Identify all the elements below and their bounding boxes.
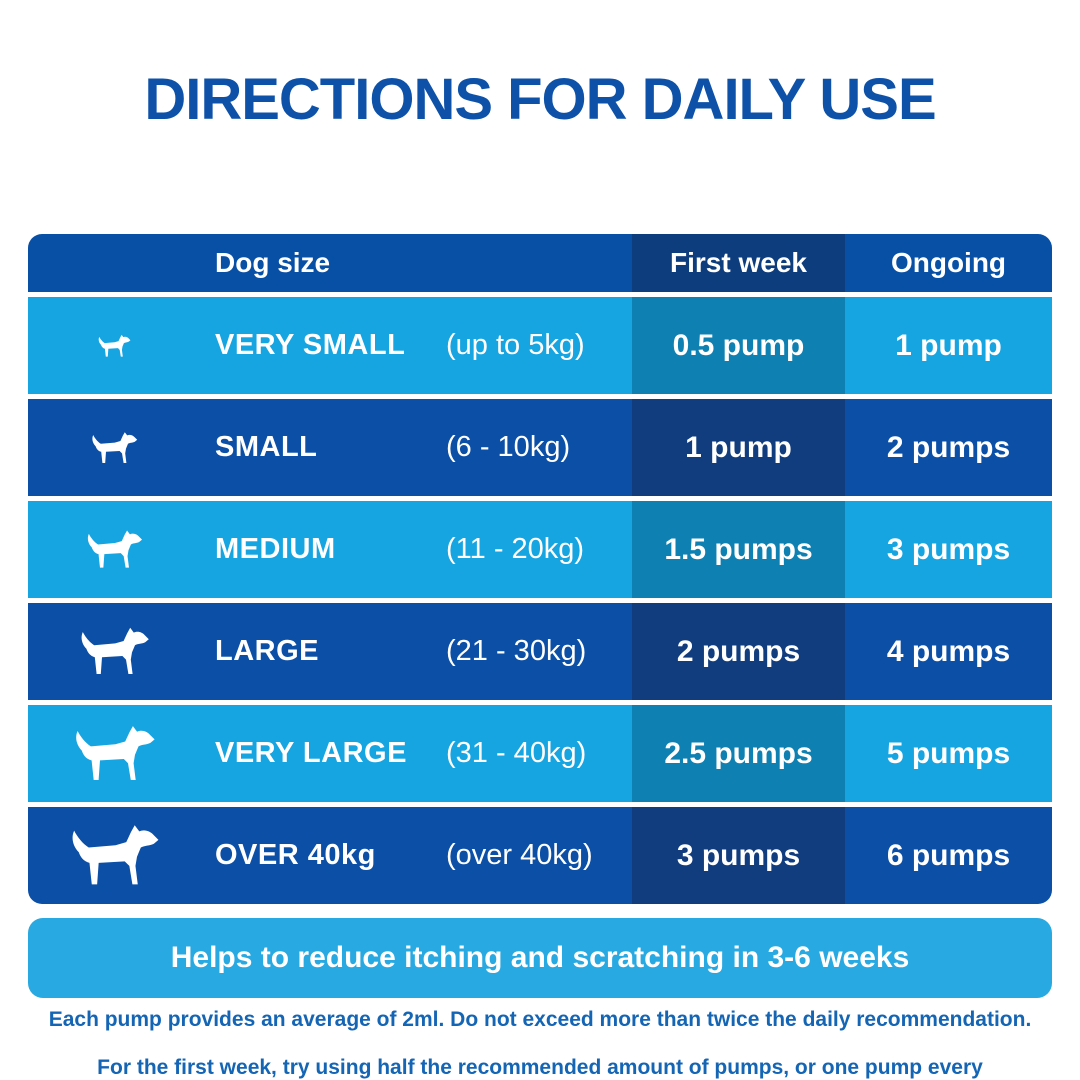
ongoing-value: 6 pumps	[886, 838, 1011, 872]
weight-range-label: (21 - 30kg)	[446, 635, 587, 667]
table-row-medium: MEDIUM (11 - 20kg) 1.5 pumps 3 pumps	[28, 501, 1052, 598]
weight-range-label: (over 40kg)	[446, 839, 593, 871]
dog-over-40kg-icon	[68, 823, 160, 887]
header-first-week: First week	[632, 234, 845, 292]
table-row-large: LARGE (21 - 30kg) 2 pumps 4 pumps	[28, 603, 1052, 700]
ongoing-value: 2 pumps	[886, 430, 1011, 464]
dog-size-label: LARGE	[215, 635, 319, 667]
dog-small-icon	[90, 431, 138, 465]
first-week-value: 0.5 pump	[632, 297, 845, 394]
first-week-value: 3 pumps	[632, 807, 845, 904]
page-title: DIRECTIONS FOR DAILY USE	[144, 67, 936, 132]
ongoing-value: 5 pumps	[886, 736, 1011, 770]
dog-size-label: VERY SMALL	[215, 329, 406, 361]
dog-icon-cell	[28, 297, 200, 394]
ongoing-value: 1 pump	[895, 328, 1002, 362]
benefit-banner: Helps to reduce itching and scratching i…	[28, 918, 1052, 998]
first-week-value: 1 pump	[632, 399, 845, 496]
weight-range-label: (up to 5kg)	[446, 329, 585, 361]
dog-icon-cell	[28, 705, 200, 802]
table-header-row: Dog size First week Ongoing	[28, 234, 1052, 292]
dog-size-label: VERY LARGE	[215, 737, 407, 769]
header-dog-size: Dog size	[215, 247, 331, 278]
first-week-value: 1.5 pumps	[632, 501, 845, 598]
footnote-first-week-advice: For the first week, try using half the r…	[97, 1056, 983, 1079]
dog-icon-cell	[28, 807, 200, 904]
dog-size-label: OVER 40kg	[215, 839, 376, 871]
dog-medium-icon	[85, 529, 143, 570]
table-row-very-small: VERY SMALL (up to 5kg) 0.5 pump 1 pump	[28, 297, 1052, 394]
weight-range-label: (11 - 20kg)	[446, 533, 585, 565]
first-week-value: 2 pumps	[632, 603, 845, 700]
dog-icon-cell	[28, 399, 200, 496]
ongoing-value: 4 pumps	[886, 634, 1011, 668]
table-row-over-40kg: OVER 40kg (over 40kg) 3 pumps 6 pumps	[28, 807, 1052, 904]
weight-range-label: (31 - 40kg)	[446, 737, 587, 769]
dog-icon-cell	[28, 603, 200, 700]
table-row-very-large: VERY LARGE (31 - 40kg) 2.5 pumps 5 pumps	[28, 705, 1052, 802]
dog-very-small-icon	[97, 334, 131, 358]
ongoing-value: 3 pumps	[886, 532, 1011, 566]
dog-size-label: SMALL	[215, 431, 318, 463]
first-week-value: 2.5 pumps	[632, 705, 845, 802]
table-row-small: SMALL (6 - 10kg) 1 pump 2 pumps	[28, 399, 1052, 496]
dog-very-large-icon	[72, 724, 156, 783]
dosage-table: Dog size First week Ongoing VERY SMALL (…	[28, 234, 1052, 904]
dog-large-icon	[78, 626, 150, 676]
dog-icon-cell	[28, 501, 200, 598]
dog-size-label: MEDIUM	[215, 533, 336, 565]
weight-range-label: (6 - 10kg)	[446, 431, 571, 463]
footnote-pump-volume: Each pump provides an average of 2ml. Do…	[48, 1008, 1032, 1031]
header-ongoing: Ongoing	[890, 247, 1007, 278]
directions-infographic: DIRECTIONS FOR DAILY USE Dog size First …	[0, 66, 1080, 1080]
